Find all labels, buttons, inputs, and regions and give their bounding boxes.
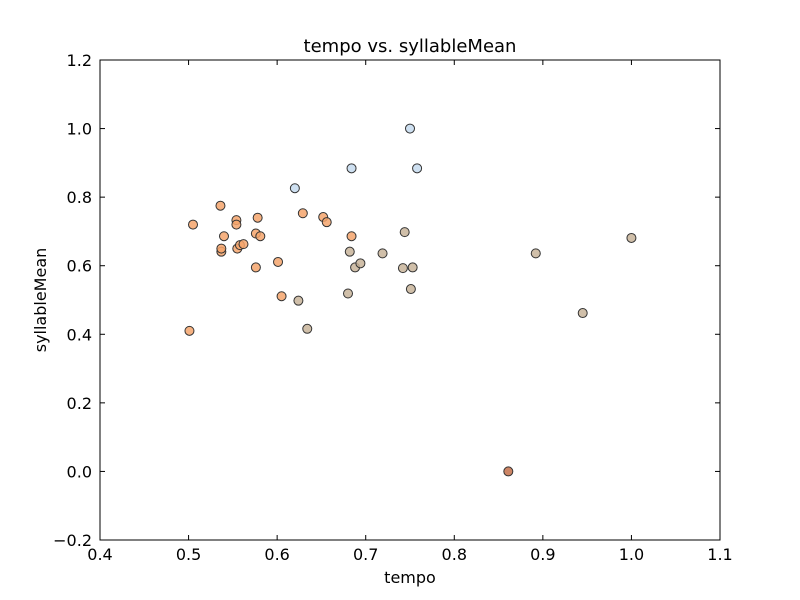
data-point [231,219,242,230]
data-point [346,163,357,174]
chart-title: tempo vs. syllableMean [304,36,517,57]
y-tick-label: 0.2 [67,394,92,413]
x-axis-label: tempo [384,568,436,587]
data-point [530,248,541,259]
plot-frame [99,59,721,541]
x-tick-label: 0.7 [353,545,378,564]
y-tick-label: 1.2 [67,51,92,70]
data-point [188,219,198,230]
y-tick-label: 1.0 [67,120,92,139]
y-tick-label: 0.8 [67,188,92,207]
x-tick-label: 0.4 [87,545,112,564]
data-point [503,466,514,477]
data-point [577,308,588,319]
x-tick-label: 1.1 [707,545,732,564]
data-point [219,231,229,242]
data-point [252,212,263,223]
axis-ticks: 0.4 0.5 0.6 0.7 0.8 0.9 1.0 1.1 −0.2 0.0 0.2 0.4 0.6… [53,51,733,564]
data-point [405,284,416,295]
data-point [377,248,388,259]
data-point [289,183,300,194]
data-point [276,291,287,302]
data-point [215,200,226,211]
x-tick-label: 1.0 [619,545,644,564]
data-point [250,262,261,273]
data-point [184,325,195,336]
data-point [346,231,357,242]
y-axis-label: syllableMean [31,248,50,353]
x-tick-label: 0.5 [176,545,201,564]
data-point [355,258,366,269]
data-point [216,243,227,254]
data-point [344,246,355,257]
y-tick-label: 0.0 [67,462,92,481]
y-tick-label: −0.2 [53,531,92,550]
data-point [273,256,284,267]
data-point [297,208,308,219]
data-point [405,123,415,134]
data-point [238,239,249,250]
data-point [302,323,313,334]
data-point [397,263,408,274]
x-tick-label: 0.9 [530,545,555,564]
y-tick-label: 0.4 [67,325,92,344]
data-point [343,288,353,299]
data-point [321,217,332,228]
data-point [399,227,410,238]
data-point [412,163,423,174]
x-tick-label: 0.8 [442,545,467,564]
data-point [293,295,304,306]
data-point [407,262,418,273]
data-point [626,232,637,243]
x-tick-label: 0.6 [264,545,289,564]
data-point [255,231,266,242]
y-tick-label: 0.6 [67,257,92,276]
data-points [184,123,637,477]
